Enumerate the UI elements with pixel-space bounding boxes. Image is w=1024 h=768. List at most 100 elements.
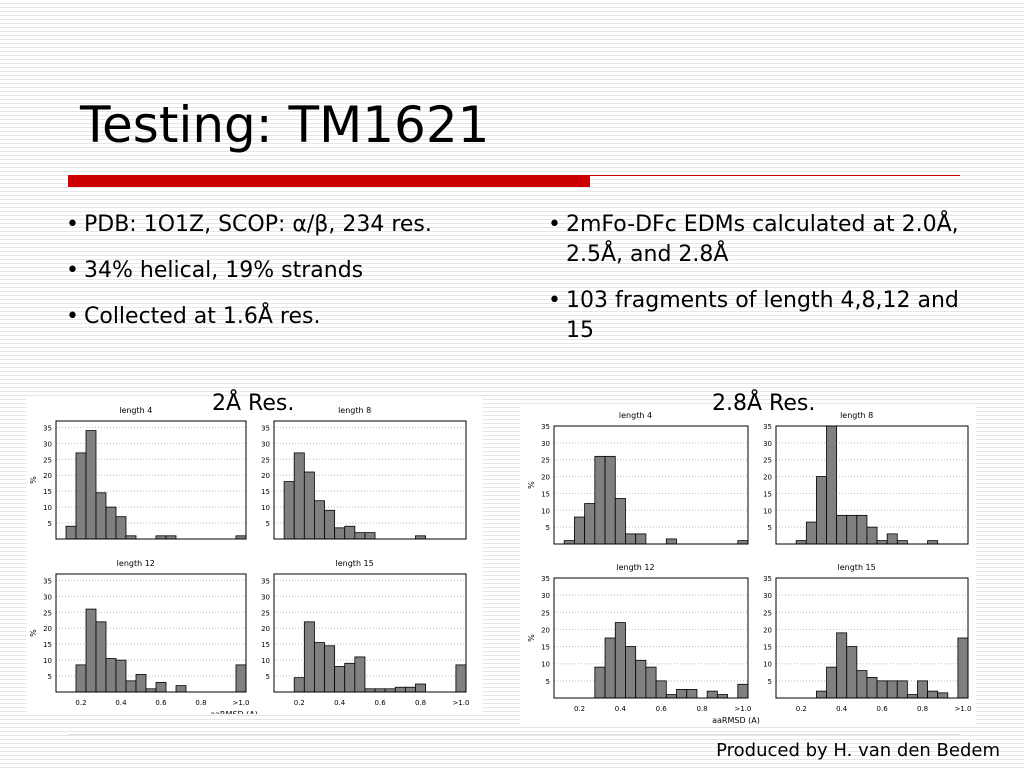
y-tick-label: 25 xyxy=(43,609,52,617)
plot-frame xyxy=(775,577,969,699)
x-tick-label: 0.8 xyxy=(696,705,707,713)
histogram-bar xyxy=(604,455,616,545)
histogram-title: length 12 xyxy=(117,559,155,568)
x-tick-label: >1.0 xyxy=(734,705,751,713)
histogram-bar xyxy=(115,516,127,540)
x-tick-label: 0.8 xyxy=(917,705,928,713)
histogram-bar xyxy=(95,492,107,540)
slide-title: Testing: TM1621 xyxy=(80,96,490,154)
histogram-bar xyxy=(303,471,315,540)
histogram-bar xyxy=(886,533,898,545)
histogram-bar xyxy=(957,637,969,699)
y-tick-label: 5 xyxy=(768,678,772,686)
y-tick-label: 15 xyxy=(763,490,772,498)
x-tick-label: 0.8 xyxy=(415,699,426,707)
histogram-bar xyxy=(293,677,305,693)
bullet-list-left: PDB: 1O1Z, SCOP: α/β, 234 res. 34% helic… xyxy=(62,210,532,348)
histogram-bar xyxy=(816,690,827,699)
histogram-bar xyxy=(655,680,667,699)
histogram-bar xyxy=(324,509,336,540)
y-axis-label: % xyxy=(527,481,536,489)
histogram-bar xyxy=(866,677,878,699)
histogram-bar xyxy=(455,664,467,693)
x-tick-label: 0.2 xyxy=(574,705,585,713)
x-tick-label: 0.4 xyxy=(115,699,127,707)
y-tick-label: 35 xyxy=(261,424,270,432)
y-tick-label: 5 xyxy=(48,520,52,528)
y-axis-label: % xyxy=(29,629,38,637)
histogram-bar xyxy=(415,683,426,693)
y-tick-label: 20 xyxy=(763,626,772,634)
histogram-bar xyxy=(314,642,325,693)
y-tick-label: 20 xyxy=(261,472,270,480)
x-tick-label: 0.6 xyxy=(877,705,889,713)
histogram-bar xyxy=(293,452,305,540)
histogram-bar xyxy=(115,659,127,693)
histogram-bar xyxy=(896,680,908,699)
histogram-bar xyxy=(303,621,315,693)
histogram-title: length 4 xyxy=(119,406,152,415)
y-tick-label: 25 xyxy=(541,609,550,617)
histogram: length 15 5 10 15 20 25 30 35 0.2 0.4 0.6 0.8 >1.0 aa… xyxy=(210,559,469,719)
y-tick-label: 15 xyxy=(541,644,550,652)
histogram-bar xyxy=(856,670,868,699)
y-tick-label: 15 xyxy=(763,644,772,652)
bullet-item: 34% helical, 19% strands xyxy=(62,256,532,286)
bullet-item: PDB: 1O1Z, SCOP: α/β, 234 res. xyxy=(62,210,532,240)
chart-panel-2a: length 4 5 10 15 20 25 30 35% length 8 5 10 15 20 25 3… xyxy=(26,398,482,719)
histogram-bar xyxy=(75,664,87,693)
y-tick-label: 5 xyxy=(546,524,550,532)
x-tick-label: 0.6 xyxy=(375,699,387,707)
y-tick-label: 30 xyxy=(541,592,550,600)
histogram-bar xyxy=(876,680,888,699)
histogram-bar xyxy=(324,645,336,693)
y-axis-label: % xyxy=(527,634,536,642)
histogram: length 12 5 10 15 20 25 30 35% 0.2 0.4 0.6 0.8 >1.0 xyxy=(29,559,250,707)
histogram-bar xyxy=(563,540,575,545)
y-tick-label: 30 xyxy=(763,592,772,600)
y-tick-label: 10 xyxy=(261,504,270,512)
title-underline-bar xyxy=(68,175,590,187)
panel-label-2a: 2Å Res. xyxy=(212,391,295,416)
histogram-bar xyxy=(85,430,97,540)
histogram-bar xyxy=(635,659,647,699)
title-underline-rule xyxy=(590,175,960,176)
footer-rule xyxy=(68,734,960,735)
histogram-bar xyxy=(856,514,868,545)
y-tick-label: 25 xyxy=(763,457,772,465)
y-tick-label: 5 xyxy=(48,673,52,681)
x-tick-label: 0.2 xyxy=(294,699,305,707)
histogram: length 4 5 10 15 20 25 30 35% xyxy=(527,411,749,545)
histogram-bar xyxy=(645,666,657,699)
y-tick-label: 10 xyxy=(541,507,550,515)
histogram-bar xyxy=(816,476,827,545)
histogram-bar xyxy=(334,666,346,693)
x-tick-label: >1.0 xyxy=(954,705,971,713)
histogram-bar xyxy=(175,685,187,693)
credit-text: Produced by H. van den Bedem xyxy=(716,740,1000,761)
histogram-bar xyxy=(826,666,838,699)
y-tick-label: 35 xyxy=(541,423,550,431)
histogram-bar xyxy=(574,516,586,545)
bullet-item: 2mFo-DFc EDMs calculated at 2.0Å, 2.5Å, … xyxy=(544,210,984,270)
y-tick-label: 15 xyxy=(261,488,270,496)
x-tick-label: 0.4 xyxy=(836,705,848,713)
y-tick-label: 5 xyxy=(546,678,550,686)
histogram-bar xyxy=(135,674,147,693)
y-tick-label: 5 xyxy=(266,520,270,528)
histogram: length 8 5 10 15 20 25 30 35 xyxy=(763,411,969,545)
histogram-bar xyxy=(95,621,107,693)
histogram-bar xyxy=(876,540,888,545)
histogram-bar xyxy=(927,540,939,545)
histogram-bar xyxy=(625,646,637,699)
histogram-bar xyxy=(604,637,616,699)
histogram: length 8 5 10 15 20 25 30 35 xyxy=(261,406,467,540)
y-tick-label: 20 xyxy=(541,474,550,482)
y-tick-label: 20 xyxy=(261,625,270,633)
histogram-grid-2a: length 4 5 10 15 20 25 30 35% length 8 5 10 15 20 25 3… xyxy=(29,406,469,719)
plot-frame xyxy=(55,420,247,540)
y-tick-label: 35 xyxy=(43,424,52,432)
y-tick-label: 10 xyxy=(763,507,772,515)
bullet-item: 103 fragments of length 4,8,12 and 15 xyxy=(544,286,984,346)
histogram-title: length 12 xyxy=(616,563,654,572)
